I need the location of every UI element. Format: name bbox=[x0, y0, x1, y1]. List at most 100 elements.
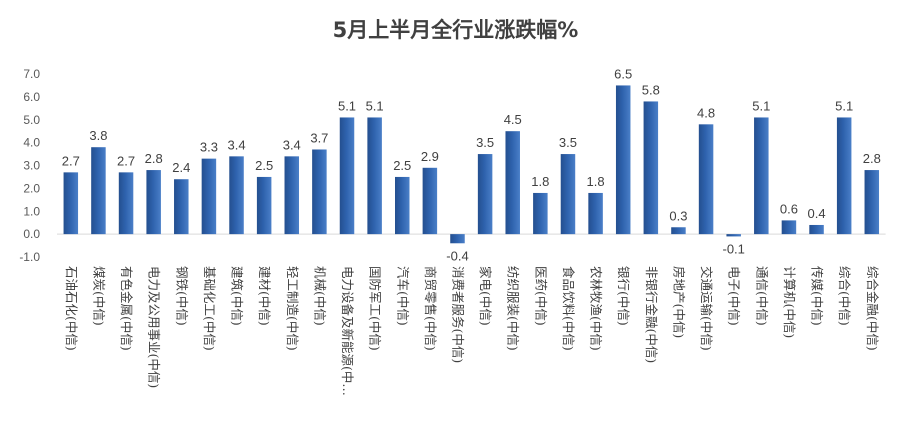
chart-title: 5月上半月全行业涨跌幅% bbox=[332, 18, 579, 42]
y-tick-label: 7.0 bbox=[23, 67, 40, 81]
data-label: 4.5 bbox=[504, 112, 522, 127]
bar bbox=[201, 158, 217, 235]
y-tick-label: 2.0 bbox=[23, 181, 40, 195]
bar bbox=[643, 101, 659, 235]
category-label: 建材(中信) bbox=[257, 266, 272, 326]
category-label: 综合(中信) bbox=[837, 266, 852, 326]
data-label: 3.4 bbox=[227, 137, 245, 152]
category-label: 综合金融(中信) bbox=[865, 266, 880, 351]
data-label: 5.1 bbox=[338, 98, 356, 113]
data-label: 0.6 bbox=[780, 201, 798, 216]
data-label: 0.4 bbox=[808, 206, 826, 221]
data-label: 2.8 bbox=[145, 151, 163, 166]
category-label: 基础化工(中信) bbox=[202, 266, 217, 351]
data-label: 3.5 bbox=[476, 135, 494, 150]
bar bbox=[118, 172, 134, 235]
bar bbox=[836, 117, 852, 235]
category-label: 交通运输(中信) bbox=[699, 266, 714, 351]
data-label: 2.5 bbox=[255, 158, 273, 173]
data-label: 3.7 bbox=[310, 130, 328, 145]
y-tick-label: 0.0 bbox=[23, 227, 40, 241]
data-label: 5.8 bbox=[642, 82, 660, 97]
data-label: 5.1 bbox=[366, 98, 384, 113]
data-label: 2.9 bbox=[421, 149, 439, 164]
category-label: 农林牧渔(中信) bbox=[589, 266, 604, 351]
category-label: 轻工制造(中信) bbox=[285, 266, 300, 351]
data-label: 5.1 bbox=[835, 98, 853, 113]
y-tick-label: 1.0 bbox=[23, 204, 40, 218]
category-label: 电子(中信) bbox=[727, 266, 742, 326]
bar bbox=[477, 154, 493, 235]
bar bbox=[229, 156, 244, 235]
bar bbox=[726, 234, 741, 237]
data-label: 0.3 bbox=[669, 208, 687, 223]
category-label: 国防军工(中信) bbox=[368, 266, 383, 351]
data-label: 2.7 bbox=[62, 153, 80, 168]
bar bbox=[560, 154, 576, 235]
data-label: -0.1 bbox=[722, 241, 744, 256]
category-label: 银行(中信) bbox=[616, 266, 631, 326]
bar bbox=[422, 167, 438, 235]
data-label: 3.5 bbox=[559, 135, 577, 150]
category-label: 房地产(中信) bbox=[671, 266, 686, 338]
bar bbox=[367, 117, 382, 235]
data-label: 3.3 bbox=[200, 140, 218, 155]
bar bbox=[781, 220, 797, 235]
bar bbox=[174, 179, 189, 235]
bar bbox=[698, 124, 714, 235]
data-label: 3.8 bbox=[89, 128, 107, 143]
bar bbox=[809, 224, 824, 235]
y-tick-label: 4.0 bbox=[23, 136, 40, 150]
category-label: 传媒(中信) bbox=[810, 266, 825, 326]
bar bbox=[256, 176, 272, 235]
bar bbox=[754, 117, 769, 235]
bar bbox=[533, 192, 548, 235]
category-label: 电力及公用事业(中信) bbox=[147, 266, 162, 388]
bar bbox=[312, 149, 327, 235]
category-label: 计算机(中信) bbox=[782, 266, 797, 338]
bar bbox=[63, 172, 79, 235]
category-label: 有色金属(中信) bbox=[119, 266, 134, 351]
data-label: 2.4 bbox=[172, 160, 190, 175]
bar bbox=[615, 85, 631, 235]
data-label: 5.1 bbox=[752, 98, 770, 113]
category-label: 机械(中信) bbox=[312, 266, 327, 326]
category-label: 商贸零售(中信) bbox=[423, 266, 438, 351]
bar bbox=[450, 234, 465, 244]
data-label: -0.4 bbox=[446, 248, 468, 263]
category-label: 纺织服装(中信) bbox=[506, 266, 521, 351]
bar bbox=[505, 131, 520, 235]
bar bbox=[864, 170, 880, 235]
bar bbox=[146, 170, 161, 235]
y-tick-label: -1.0 bbox=[19, 250, 40, 264]
category-label: 通信(中信) bbox=[754, 266, 769, 326]
category-label: 汽车(中信) bbox=[395, 266, 410, 326]
y-tick-label: 5.0 bbox=[23, 113, 40, 127]
data-label: 3.4 bbox=[283, 137, 301, 152]
data-label: 2.5 bbox=[393, 158, 411, 173]
data-label: 2.7 bbox=[117, 153, 135, 168]
bar bbox=[284, 156, 300, 235]
data-label: 6.5 bbox=[614, 66, 632, 81]
bar bbox=[671, 227, 686, 235]
category-label: 电力设备及新能源(中… bbox=[340, 266, 355, 396]
category-label: 建筑(中信) bbox=[230, 266, 245, 326]
category-label: 家电(中信) bbox=[478, 266, 493, 326]
data-label: 4.8 bbox=[697, 105, 715, 120]
data-label: 1.8 bbox=[587, 174, 605, 189]
data-label: 2.8 bbox=[863, 151, 881, 166]
y-tick-label: 3.0 bbox=[23, 159, 40, 173]
category-label: 医药(中信) bbox=[533, 266, 548, 326]
category-label: 钢铁(中信) bbox=[174, 266, 189, 326]
bar bbox=[91, 147, 106, 235]
bar bbox=[339, 117, 355, 235]
bar bbox=[395, 176, 410, 235]
y-tick-label: 6.0 bbox=[23, 90, 40, 104]
data-label: 1.8 bbox=[531, 174, 549, 189]
category-label: 非银行金融(中信) bbox=[644, 266, 659, 363]
bar bbox=[588, 192, 603, 235]
category-label: 食品饮料(中信) bbox=[561, 266, 576, 351]
category-label: 石油石化(中信) bbox=[64, 266, 79, 351]
